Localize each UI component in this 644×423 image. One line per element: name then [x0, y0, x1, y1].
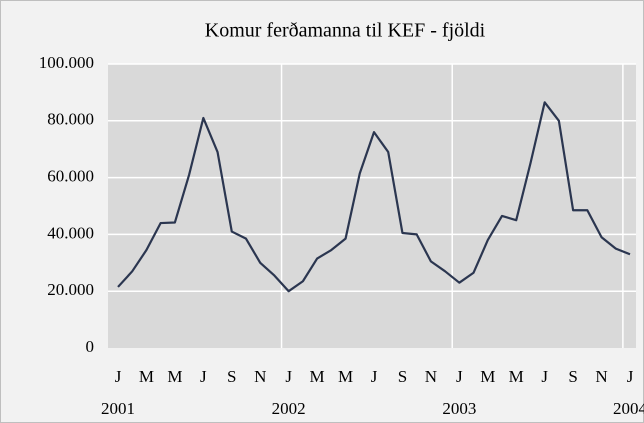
x-tick-label: M — [139, 367, 154, 386]
x-tick-label: J — [371, 367, 378, 386]
x-tick-label: J — [456, 367, 463, 386]
x-tick-label: S — [568, 367, 577, 386]
year-label: 2002 — [272, 399, 306, 418]
x-tick-label: J — [627, 367, 634, 386]
x-tick-label: S — [227, 367, 236, 386]
x-tick-label: M — [480, 367, 495, 386]
x-tick-label: S — [398, 367, 407, 386]
x-tick-label: J — [541, 367, 548, 386]
x-tick-label: J — [200, 367, 207, 386]
chart-title: Komur ferðamanna til KEF - fjöldi — [205, 20, 486, 42]
y-tick-label: 100.000 — [39, 53, 94, 72]
y-tick-label: 80.000 — [47, 110, 94, 129]
x-tick-label: N — [254, 367, 266, 386]
year-label: 2001 — [101, 399, 135, 418]
x-tick-label: J — [115, 367, 122, 386]
y-tick-label: 20.000 — [47, 280, 94, 299]
y-tick-label: 60.000 — [47, 167, 94, 186]
x-tick-label: J — [285, 367, 292, 386]
x-tick-label: M — [310, 367, 325, 386]
y-tick-label: 40.000 — [47, 223, 94, 242]
x-tick-label: N — [425, 367, 437, 386]
x-tick-label: M — [167, 367, 182, 386]
data-line — [117, 101, 631, 293]
y-tick-label: 0 — [86, 337, 95, 356]
x-tick-label: M — [338, 367, 353, 386]
year-label: 2003 — [442, 399, 476, 418]
x-tick-label: M — [509, 367, 524, 386]
year-label: 2004 — [613, 399, 644, 418]
x-tick-label: N — [595, 367, 607, 386]
plot-area — [108, 64, 636, 348]
